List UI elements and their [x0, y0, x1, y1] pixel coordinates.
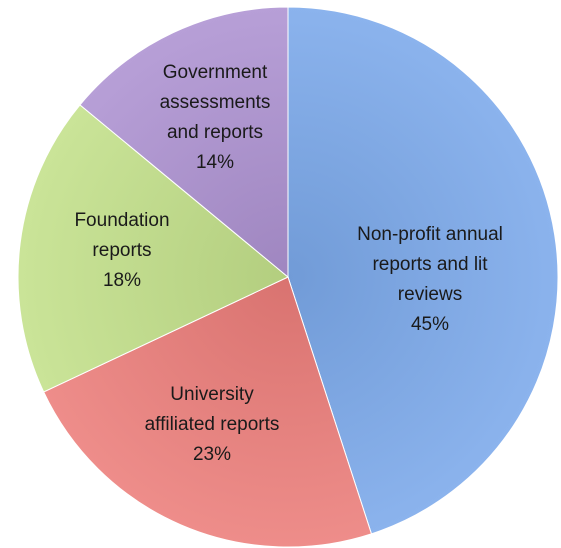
slice-label-line: assessments — [160, 92, 271, 113]
slice-label-line: University — [170, 384, 254, 405]
pie-slice-3 — [79, 6, 289, 279]
pie-slice-1 — [43, 276, 373, 548]
slice-value-label: 23% — [193, 444, 231, 465]
slice-label-line: and reports — [167, 122, 263, 143]
pie-slice-2 — [17, 104, 289, 393]
slice-label-0: Non-profit annual reports and lit reviews 4… — [357, 224, 503, 335]
slice-label-line: Foundation — [74, 210, 169, 231]
slice-label-line: affiliated reports — [145, 414, 280, 435]
slice-label-line: reports — [92, 240, 151, 261]
slice-label-line: reports and lit — [372, 254, 488, 275]
slice-value-label: 18% — [103, 270, 141, 291]
slice-label-2: Foundation reports 18% — [74, 210, 169, 291]
slice-label-3: Government assessments and reports 14% — [160, 62, 271, 173]
slice-value-label: 45% — [411, 314, 449, 335]
pie-slice-0 — [287, 6, 559, 535]
slices-layer — [17, 6, 559, 548]
slice-label-line: Non-profit annual — [357, 224, 503, 245]
slice-label-line: Government — [163, 62, 268, 83]
slice-label-1: University affiliated reports 23% — [145, 384, 280, 465]
slice-value-label: 14% — [196, 152, 234, 173]
labels-layer: Non-profit annual reports and lit reviews 4… — [74, 62, 502, 465]
slice-label-line: reviews — [398, 284, 462, 305]
